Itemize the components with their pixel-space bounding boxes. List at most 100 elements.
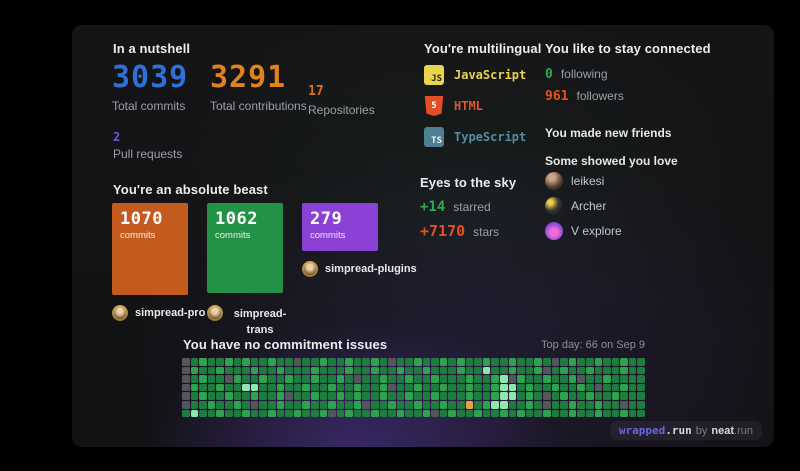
heatmap-cell bbox=[233, 358, 242, 366]
heatmap-cell bbox=[396, 392, 405, 400]
heatmap-cell bbox=[224, 383, 233, 392]
heatmap-cell bbox=[603, 383, 611, 392]
heatmap-cell bbox=[551, 409, 560, 418]
heatmap-cell bbox=[207, 392, 216, 400]
heatmap-cell bbox=[336, 366, 345, 375]
heatmap-cell bbox=[594, 400, 603, 409]
heatmap-cell bbox=[585, 400, 594, 409]
heatmap-cell bbox=[396, 358, 405, 366]
heatmap-cell bbox=[379, 409, 388, 418]
heatmap-cell bbox=[199, 383, 207, 392]
neat-run-link[interactable]: neat bbox=[711, 424, 735, 437]
heatmap-cell bbox=[293, 400, 302, 409]
heatmap-cell bbox=[388, 366, 396, 375]
heatmap-cell bbox=[457, 409, 465, 418]
heatmap-cell bbox=[250, 366, 259, 375]
heatmap-cell bbox=[594, 383, 603, 392]
heatmap-cell bbox=[482, 358, 491, 366]
language-label-html: HTML bbox=[454, 99, 483, 113]
heatmap-cell bbox=[207, 383, 216, 392]
heatmap-cell bbox=[362, 366, 371, 375]
starred-label: starred bbox=[453, 200, 491, 214]
heatmap-cell bbox=[431, 392, 439, 400]
heatmap-cell bbox=[199, 358, 207, 366]
showed-love-title: Some showed you love bbox=[545, 154, 678, 168]
heatmap-cell bbox=[250, 400, 259, 409]
heatmap-cell bbox=[207, 375, 216, 383]
heatmap-cell bbox=[319, 358, 328, 366]
heatmap-cell bbox=[457, 392, 465, 400]
heatmap-cell bbox=[388, 358, 396, 366]
heatmap-cell bbox=[345, 383, 353, 392]
heatmap-cell bbox=[388, 383, 396, 392]
heatmap-cell bbox=[319, 392, 328, 400]
heatmap-cell bbox=[224, 392, 233, 400]
heatmap-row bbox=[182, 409, 646, 418]
heatmap-cell bbox=[474, 392, 482, 400]
heatmap-cell bbox=[620, 358, 628, 366]
heatmap-cell bbox=[585, 375, 594, 383]
person-row-v-explore[interactable]: V explore bbox=[545, 222, 622, 240]
heatmap-cell bbox=[620, 400, 628, 409]
heatmap-cell bbox=[491, 409, 499, 418]
heatmap-cell bbox=[534, 366, 542, 375]
heatmap-cell bbox=[628, 358, 637, 366]
heatmap-cell bbox=[482, 409, 491, 418]
repo-link-simpread-pro[interactable]: simpread-pro bbox=[112, 305, 205, 321]
heatmap-cell bbox=[474, 375, 482, 383]
heatmap-cell bbox=[474, 358, 482, 366]
heatmap-cell bbox=[603, 366, 611, 375]
heatmap-cell bbox=[499, 383, 508, 392]
heatmap-cell bbox=[499, 366, 508, 375]
heatmap-cell bbox=[267, 366, 276, 375]
heatmap-cell bbox=[414, 366, 422, 375]
beast-title: You're an absolute beast bbox=[113, 182, 268, 197]
heatmap-cell bbox=[345, 375, 353, 383]
wrapped-run-suffix: .run bbox=[665, 424, 692, 437]
wrapped-run-link[interactable]: wrapped bbox=[618, 424, 666, 437]
person-row-leikesi[interactable]: leikesi bbox=[545, 172, 604, 190]
heatmap-cell bbox=[611, 400, 620, 409]
heatmap-cell bbox=[405, 375, 414, 383]
heatmap-cell bbox=[560, 383, 568, 392]
heatmap-cell bbox=[465, 409, 474, 418]
heatmap-cell bbox=[620, 366, 628, 375]
heatmap-cell bbox=[267, 383, 276, 392]
heatmap-cell bbox=[542, 375, 551, 383]
starred-stat: +14 starred bbox=[420, 199, 491, 215]
heatmap-cell bbox=[542, 400, 551, 409]
heatmap-cell bbox=[259, 366, 267, 375]
commitment-title: You have no commitment issues bbox=[183, 337, 388, 352]
repo-commits-value: 1062 bbox=[215, 209, 258, 229]
heatmap-cell bbox=[216, 400, 224, 409]
heatmap-cell bbox=[328, 358, 336, 366]
heatmap-cell bbox=[568, 400, 577, 409]
heatmap-cell bbox=[302, 383, 310, 392]
heatmap-cell bbox=[560, 358, 568, 366]
heatmap-cell bbox=[362, 358, 371, 366]
javascript-icon-text: JS bbox=[431, 74, 442, 84]
heatmap-cell bbox=[276, 375, 285, 383]
heatmap-cell bbox=[242, 358, 250, 366]
heatmap-cell bbox=[216, 375, 224, 383]
heatmap-cell bbox=[353, 400, 362, 409]
person-row-archer[interactable]: Archer bbox=[545, 197, 606, 215]
heatmap-cell bbox=[276, 366, 285, 375]
heatmap-row bbox=[182, 383, 646, 392]
heatmap-cell bbox=[388, 375, 396, 383]
heatmap-cell bbox=[242, 400, 250, 409]
top-day-label: Top day: 66 on Sep 9 bbox=[541, 339, 645, 351]
heatmap-cell bbox=[285, 383, 293, 392]
heatmap-cell bbox=[422, 409, 431, 418]
heatmap-cell bbox=[534, 409, 542, 418]
heatmap-cell bbox=[276, 409, 285, 418]
heatmap-cell bbox=[525, 366, 534, 375]
heatmap-cell bbox=[353, 409, 362, 418]
heatmap-cell bbox=[620, 409, 628, 418]
heatmap-cell bbox=[224, 358, 233, 366]
heatmap-cell bbox=[353, 366, 362, 375]
repo-link-simpread-trans[interactable]: simpread-trans bbox=[207, 305, 290, 339]
heatmap-cell bbox=[628, 366, 637, 375]
repo-link-simpread-plugins[interactable]: simpread-plugins bbox=[302, 261, 417, 277]
